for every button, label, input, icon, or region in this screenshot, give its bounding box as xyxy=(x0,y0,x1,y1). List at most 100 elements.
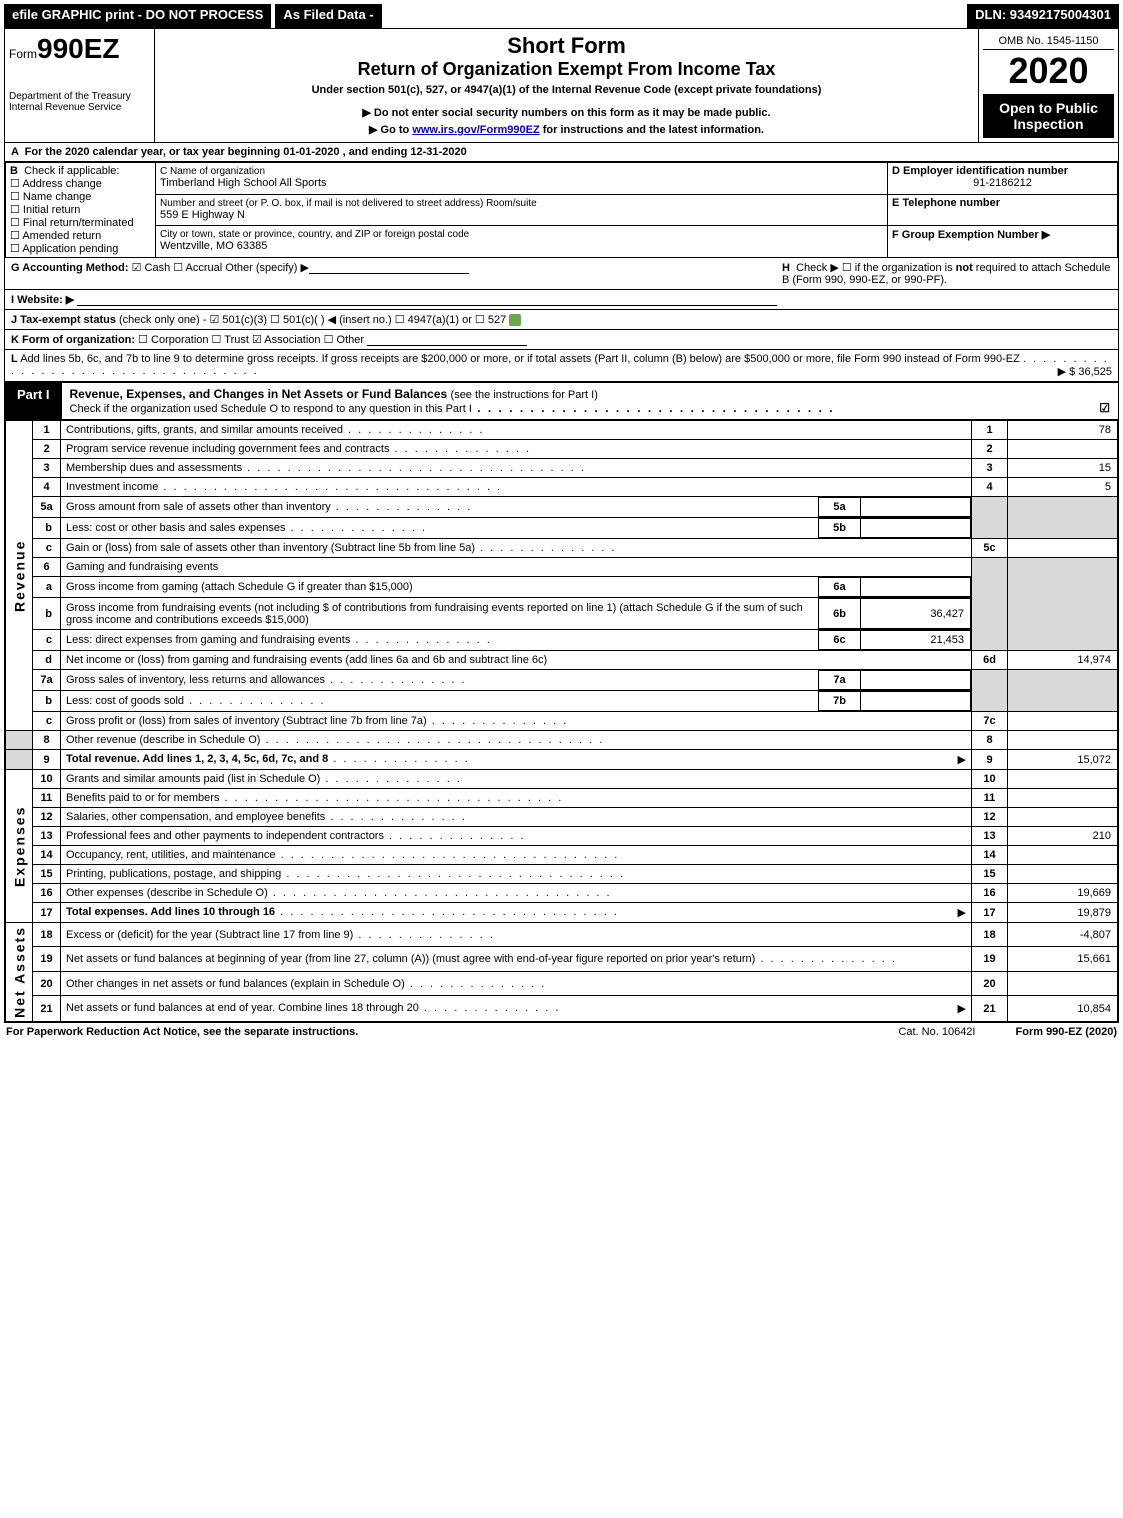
row-l: L Add lines 5b, 6c, and 7b to line 9 to … xyxy=(5,350,1119,382)
h-text: Check ▶ ☐ if the organization is xyxy=(796,262,956,274)
t21-txt: Net assets or fund balances at end of ye… xyxy=(66,1002,419,1014)
efile-label: efile GRAPHIC print - DO NOT PROCESS xyxy=(4,4,271,28)
footer-mid: Cat. No. 10642I xyxy=(858,1026,1015,1038)
n8: 8 xyxy=(33,731,61,750)
t8: Other revenue (describe in Schedule O) xyxy=(61,731,972,750)
a3: 15 xyxy=(1008,459,1118,478)
n15: 15 xyxy=(33,865,61,884)
under-section: Under section 501(c), 527, or 4947(a)(1)… xyxy=(159,84,974,96)
t5a-txt: Gross amount from sale of assets other t… xyxy=(66,501,331,513)
n7a: 7a xyxy=(33,670,61,691)
bullet-icon xyxy=(509,314,521,326)
a10 xyxy=(1008,770,1118,789)
b10: 10 xyxy=(972,770,1008,789)
part-i-sub: Check if the organization used Schedule … xyxy=(70,403,472,415)
dln-label: DLN: 93492175004301 xyxy=(967,4,1119,28)
part-i-dots xyxy=(472,401,835,415)
open-public: Open to Public Inspection xyxy=(983,94,1114,138)
cb-pending[interactable]: Application pending xyxy=(10,243,118,255)
t18-txt: Excess or (deficit) for the year (Subtra… xyxy=(66,929,353,941)
b5c: 5c xyxy=(972,539,1008,558)
website-blank[interactable] xyxy=(77,294,777,306)
shade-6 xyxy=(972,558,1008,651)
irs-link[interactable]: www.irs.gov/Form990EZ xyxy=(412,124,539,136)
t7b: Less: cost of goods sold xyxy=(61,692,819,711)
n6a: a xyxy=(33,577,61,598)
a12 xyxy=(1008,808,1118,827)
part-i-check[interactable]: ☑ xyxy=(1099,401,1110,415)
n5c: c xyxy=(33,539,61,558)
f-label: F Group Exemption Number ▶ xyxy=(892,229,1050,241)
t6c-txt: Less: direct expenses from gaming and fu… xyxy=(66,634,350,646)
c-addr: 559 E Highway N xyxy=(160,209,245,221)
t13: Professional fees and other payments to … xyxy=(61,827,972,846)
t19-txt: Net assets or fund balances at beginning… xyxy=(66,953,755,965)
b18: 18 xyxy=(972,923,1008,947)
row-j: J Tax-exempt status (check only one) - ☑… xyxy=(5,310,1119,330)
c-org-name: Timberland High School All Sports xyxy=(160,177,327,189)
a15 xyxy=(1008,865,1118,884)
shade-7-amt xyxy=(1008,670,1118,712)
cb-name[interactable]: Name change xyxy=(10,191,91,203)
a18: -4,807 xyxy=(1008,923,1118,947)
t5c: Gain or (loss) from sale of assets other… xyxy=(61,539,972,558)
n5b: b xyxy=(33,518,61,539)
g-opts: ☑ Cash ☐ Accrual Other (specify) ▶ xyxy=(132,262,309,274)
cb-initial[interactable]: Initial return xyxy=(10,204,80,216)
row-k: K Form of organization: ☐ Corporation ☐ … xyxy=(5,330,1119,350)
g-blank[interactable] xyxy=(309,262,469,274)
omb-number: OMB No. 1545-1150 xyxy=(983,33,1114,50)
l-text: Add lines 5b, 6c, and 7b to line 9 to de… xyxy=(20,353,1023,365)
t12-txt: Salaries, other compensation, and employ… xyxy=(66,811,325,823)
cb-final[interactable]: Final return/terminated xyxy=(10,217,134,229)
a14 xyxy=(1008,846,1118,865)
a5c xyxy=(1008,539,1118,558)
t2-txt: Program service revenue including govern… xyxy=(66,443,389,455)
vside-revenue: Revenue xyxy=(6,421,33,731)
part-i-header: Part I Revenue, Expenses, and Changes in… xyxy=(5,382,1118,420)
t13-txt: Professional fees and other payments to … xyxy=(66,830,384,842)
lines-table: Revenue 1 Contributions, gifts, grants, … xyxy=(5,420,1118,1022)
a4: 5 xyxy=(1008,478,1118,497)
cb-amended[interactable]: Amended return xyxy=(10,230,101,242)
line-a-text: For the 2020 calendar year, or tax year … xyxy=(25,146,467,158)
box-c-addr: Number and street (or P. O. box, if mail… xyxy=(156,194,888,226)
box-f: F Group Exemption Number ▶ xyxy=(888,226,1118,258)
a11 xyxy=(1008,789,1118,808)
cb-address[interactable]: Address change xyxy=(10,178,102,190)
header-right: OMB No. 1545-1150 2020 Open to Public In… xyxy=(979,29,1119,143)
b17: 17 xyxy=(972,903,1008,923)
part-i-title: Revenue, Expenses, and Changes in Net As… xyxy=(70,387,451,401)
n13: 13 xyxy=(33,827,61,846)
ia7a xyxy=(861,671,971,690)
b12: 12 xyxy=(972,808,1008,827)
n7b: b xyxy=(33,691,61,712)
header-left: Form990EZ Department of the Treasury Int… xyxy=(5,29,155,143)
b15: 15 xyxy=(972,865,1008,884)
as-filed-label: As Filed Data - xyxy=(271,4,381,28)
b1: 1 xyxy=(972,421,1008,440)
t6: Gaming and fundraising events xyxy=(61,558,972,577)
b9: 9 xyxy=(972,750,1008,770)
t20-txt: Other changes in net assets or fund bala… xyxy=(66,978,405,990)
n10: 10 xyxy=(33,770,61,789)
part-i-label: Part I xyxy=(5,383,62,419)
ib6b: 6b xyxy=(819,599,861,629)
c-city-label: City or town, state or province, country… xyxy=(160,229,469,240)
b2: 2 xyxy=(972,440,1008,459)
n1: 1 xyxy=(33,421,61,440)
form-number: Form990EZ xyxy=(9,33,150,65)
ia5a xyxy=(861,498,971,517)
n18: 18 xyxy=(33,923,61,947)
return-title: Return of Organization Exempt From Incom… xyxy=(159,59,974,80)
t9-txt: Total revenue. Add lines 1, 2, 3, 4, 5c,… xyxy=(66,753,328,765)
b8: 8 xyxy=(972,731,1008,750)
ia6c: 21,453 xyxy=(861,631,971,650)
k-other-blank[interactable] xyxy=(367,334,527,346)
ib7a: 7a xyxy=(819,671,861,690)
n21: 21 xyxy=(33,996,61,1022)
t16: Other expenses (describe in Schedule O) xyxy=(61,884,972,903)
b11: 11 xyxy=(972,789,1008,808)
dept-treasury: Department of the Treasury xyxy=(9,91,150,102)
n6d: d xyxy=(33,651,61,670)
